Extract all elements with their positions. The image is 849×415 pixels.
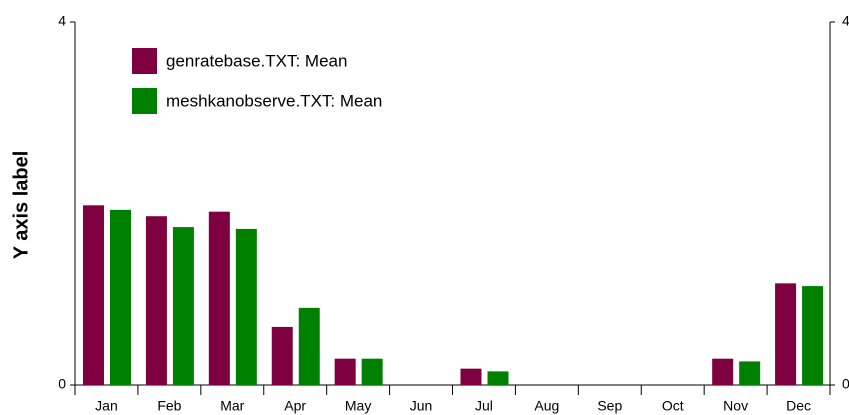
x-tick-label: Nov [723, 398, 748, 414]
bar [145, 216, 167, 385]
bar [739, 361, 761, 385]
legend-swatch [132, 48, 157, 74]
x-tick-label: Mar [220, 398, 244, 414]
x-tick-label: May [345, 398, 371, 414]
bar [802, 286, 824, 385]
x-tick-label: Oct [662, 398, 684, 414]
x-tick-label: Jun [410, 398, 433, 414]
x-tick-label: Jul [475, 398, 493, 414]
bar [334, 358, 356, 385]
bar [83, 205, 104, 385]
x-tick-label: Dec [786, 398, 811, 414]
x-tick-label: Aug [534, 398, 559, 414]
bar [235, 228, 257, 385]
x-tick-label: Sep [597, 398, 622, 414]
bar [775, 283, 797, 385]
legend-label: meshkanobserve.TXT: Mean [166, 91, 382, 110]
y-tick-label: 0 [58, 376, 66, 392]
bar [110, 209, 131, 385]
bar [172, 227, 194, 385]
x-tick-label: Apr [284, 398, 306, 414]
bar [361, 358, 383, 385]
legend-label: genratebase.TXT: Mean [166, 51, 347, 70]
y-axis-label: Y axis label [10, 151, 32, 260]
bar [460, 368, 482, 385]
legend-swatch [132, 88, 157, 114]
bar [487, 371, 509, 385]
x-tick-label: Feb [157, 398, 181, 414]
x-tick-label: Jan [95, 398, 118, 414]
bar [712, 358, 734, 385]
y2-tick-label: 4 [842, 13, 849, 29]
y2-tick-label: 0 [842, 376, 849, 392]
y-tick-label: 4 [58, 13, 66, 29]
bar [208, 211, 230, 385]
bar [271, 326, 293, 385]
bar [298, 307, 320, 385]
